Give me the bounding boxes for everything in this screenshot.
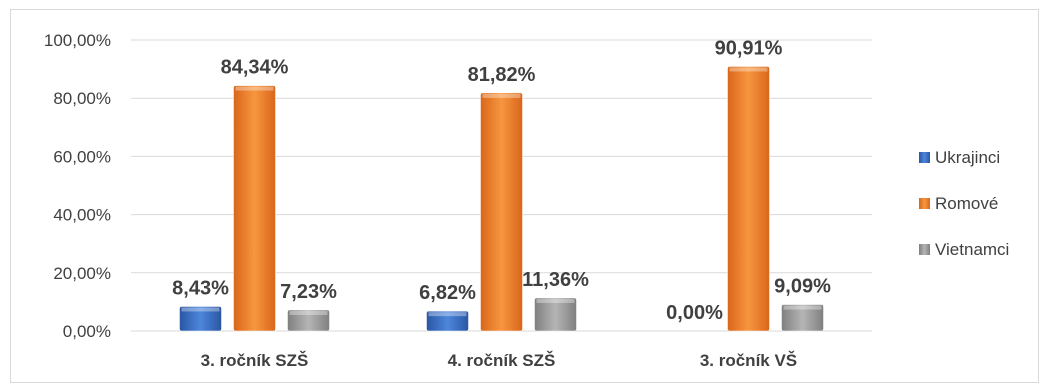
legend-label: Ukrajinci bbox=[935, 148, 1000, 167]
bar-highlight bbox=[289, 310, 328, 315]
bar-highlight bbox=[181, 307, 220, 312]
data-label: 81,82% bbox=[468, 64, 536, 86]
data-label: 84,34% bbox=[221, 57, 289, 79]
data-label: 0,00% bbox=[666, 302, 723, 324]
y-tick-label: 40,00% bbox=[53, 206, 111, 225]
bar-highlight bbox=[536, 298, 575, 303]
x-axis: 3. ročník SZŠ 4. ročník SZŠ 3. ročník VŠ bbox=[201, 351, 798, 370]
bar-highlight bbox=[729, 67, 768, 72]
bar-vietnamci-0 bbox=[287, 309, 330, 332]
data-label: 6,82% bbox=[419, 282, 476, 304]
data-label: 9,09% bbox=[774, 276, 831, 298]
bar-highlight bbox=[783, 305, 822, 310]
bar-romové-0 bbox=[233, 85, 276, 332]
data-label: 8,43% bbox=[172, 277, 229, 299]
y-tick-label: 60,00% bbox=[53, 147, 111, 166]
y-tick-label: 100,00% bbox=[44, 31, 111, 50]
bar-ukrajinci-0 bbox=[179, 306, 222, 332]
legend-swatch-romové bbox=[919, 198, 930, 209]
bar-highlight bbox=[235, 86, 274, 91]
bar-highlight bbox=[428, 312, 467, 317]
bar-ukrajinci-1 bbox=[426, 310, 469, 332]
data-label: 90,91% bbox=[715, 37, 783, 59]
data-label: 11,36% bbox=[522, 269, 589, 291]
legend: Ukrajinci Romové Vietnamci bbox=[919, 148, 1009, 259]
x-tick-label: 4. ročník SZŠ bbox=[448, 351, 556, 370]
legend-swatch-ukrajinci bbox=[919, 152, 930, 163]
bar-romové-1 bbox=[480, 92, 523, 332]
bars bbox=[179, 66, 824, 332]
x-tick-label: 3. ročník VŠ bbox=[700, 351, 797, 370]
y-tick-label: 80,00% bbox=[53, 89, 111, 108]
y-tick-label: 0,00% bbox=[63, 322, 111, 341]
bar-highlight bbox=[482, 93, 521, 98]
data-label: 7,23% bbox=[280, 281, 337, 303]
x-tick-label: 3. ročník SZŠ bbox=[201, 351, 309, 370]
legend-label: Romové bbox=[935, 194, 998, 213]
y-tick-label: 20,00% bbox=[53, 264, 111, 283]
bar-vietnamci-1 bbox=[534, 297, 577, 332]
bar-romové-2 bbox=[727, 66, 770, 332]
bar-vietnamci-2 bbox=[781, 304, 824, 332]
legend-label: Vietnamci bbox=[935, 240, 1009, 259]
data-labels: 8,43% 84,34% 7,23% 6,82% 81,82% 11,36% 0,00% 90… bbox=[172, 37, 831, 324]
y-axis: 0,00% 20,00% 40,00% 60,00% 80,00% 100,00% bbox=[44, 31, 111, 341]
legend-swatch-vietnamci bbox=[919, 244, 930, 255]
